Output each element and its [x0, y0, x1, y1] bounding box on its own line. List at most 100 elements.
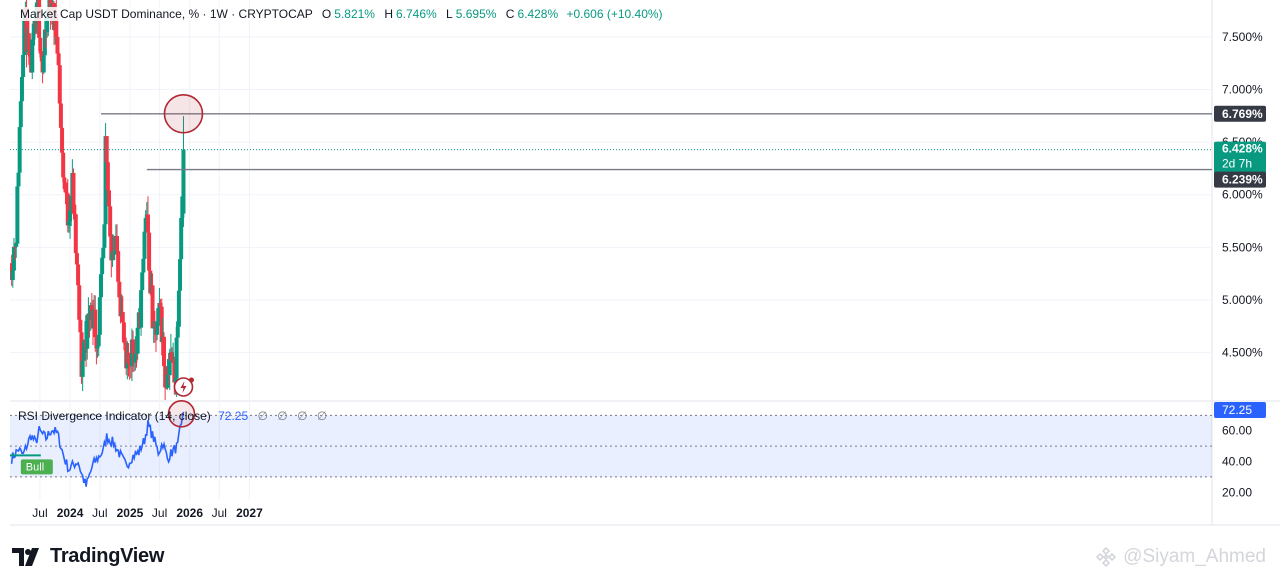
- rsi-tick-label: 40.00: [1222, 455, 1252, 469]
- symbol-title[interactable]: Market Cap USDT Dominance, %: [20, 7, 200, 21]
- candle-body: [156, 308, 161, 322]
- candle: [150, 273, 155, 329]
- candle-body: [97, 297, 102, 335]
- candle: [63, 180, 68, 205]
- candle-body: [11, 246, 16, 271]
- candle-body: [108, 206, 113, 237]
- candle-body: [74, 253, 79, 265]
- candle: [131, 330, 136, 373]
- price-pane: [10, 0, 1212, 400]
- candle-body: [15, 186, 20, 244]
- candle-body: [69, 195, 74, 211]
- candle-body: [118, 297, 123, 317]
- time-tick-label: Jul: [92, 506, 107, 520]
- candle: [181, 116, 186, 227]
- candle-body: [102, 224, 107, 248]
- bull-badge-label: Bull: [26, 461, 44, 473]
- candle-body: [77, 285, 82, 320]
- candle: [179, 211, 184, 273]
- candle: [163, 350, 168, 400]
- candle-body: [14, 243, 19, 247]
- candle-body: [31, 32, 36, 40]
- candle-body: [55, 36, 60, 54]
- watermark-text: @Siyam_Ahmed: [1123, 546, 1266, 567]
- candle-body: [62, 177, 67, 183]
- candle-body: [142, 231, 147, 259]
- price-tick-label: 5.500%: [1222, 240, 1263, 254]
- candle-body: [57, 65, 62, 104]
- candle-body: [81, 352, 86, 361]
- tradingview-logo-icon: [12, 547, 39, 566]
- candle-body: [96, 334, 101, 347]
- candle-body: [174, 337, 179, 379]
- candle: [81, 349, 86, 372]
- candle-body: [98, 274, 103, 298]
- candle: [96, 333, 101, 357]
- rsi-line: [10, 411, 185, 487]
- candle-body: [131, 339, 136, 355]
- candle-body: [133, 351, 138, 363]
- candle-body: [32, 20, 37, 33]
- candle-body: [120, 312, 125, 323]
- candle-body: [139, 290, 144, 328]
- rsi-value-tag: [1214, 402, 1266, 418]
- candle: [147, 229, 152, 271]
- candle: [58, 89, 63, 132]
- close-value: 6.428%: [517, 7, 559, 21]
- candle: [116, 248, 121, 285]
- candle-body: [26, 33, 31, 51]
- candle-body: [61, 152, 66, 178]
- rsi-placeholder: ∅: [277, 409, 288, 423]
- candle-body: [73, 214, 78, 254]
- candle-body: [163, 366, 168, 388]
- candle-body: [126, 352, 131, 364]
- rsi-title[interactable]: RSI Divergence Indicator (14, close): [18, 409, 211, 423]
- candle-body: [107, 190, 112, 207]
- candle-body: [101, 247, 106, 259]
- candle-body: [179, 217, 184, 260]
- candle: [139, 282, 144, 336]
- watermark: @Siyam_Ahmed: [1095, 546, 1266, 568]
- chart-canvas[interactable]: 7.500%7.000%6.500%6.000%5.500%5.000%4.50…: [0, 0, 1280, 540]
- candle-body: [117, 281, 122, 298]
- candle: [69, 192, 74, 227]
- candle: [21, 47, 26, 94]
- binance-logo-icon: [1096, 546, 1117, 568]
- time-tick-label: Jul: [212, 506, 227, 520]
- rsi-tick-label: 60.00: [1222, 424, 1252, 438]
- candle: [121, 320, 126, 351]
- candle-body: [66, 221, 71, 226]
- current-price-tag: [1214, 141, 1266, 174]
- tradingview-logo[interactable]: TradingView: [12, 545, 164, 568]
- candle: [127, 355, 132, 380]
- candle: [71, 168, 76, 220]
- highlight-circle: [163, 93, 204, 134]
- rsi-placeholder: ∅: [257, 409, 268, 423]
- candle-body: [165, 366, 170, 388]
- candle-body: [30, 39, 35, 73]
- candle-body: [100, 258, 105, 275]
- time-tick-label: 2025: [117, 506, 144, 520]
- alert-dot-icon: [188, 377, 194, 383]
- candle-body: [170, 352, 175, 363]
- candle-body: [80, 360, 85, 377]
- level-mid-label: 6.239%: [1222, 173, 1263, 187]
- candle-body: [58, 103, 63, 128]
- candle: [55, 36, 60, 55]
- candle-body: [181, 149, 186, 214]
- candle-body: [10, 270, 15, 280]
- high-value: 6.746%: [395, 7, 437, 21]
- candle-body: [104, 136, 109, 163]
- close-label: C: [505, 7, 515, 21]
- candle-body: [152, 325, 157, 328]
- candle-body: [158, 303, 163, 307]
- candle-body: [54, 13, 59, 37]
- candle-body: [38, 37, 43, 52]
- candle-body: [16, 172, 21, 187]
- candle: [152, 310, 157, 343]
- candle-body: [93, 309, 98, 338]
- candle-body: [175, 326, 180, 338]
- candle: [85, 313, 90, 360]
- candle-body: [172, 359, 177, 383]
- candle: [126, 343, 131, 377]
